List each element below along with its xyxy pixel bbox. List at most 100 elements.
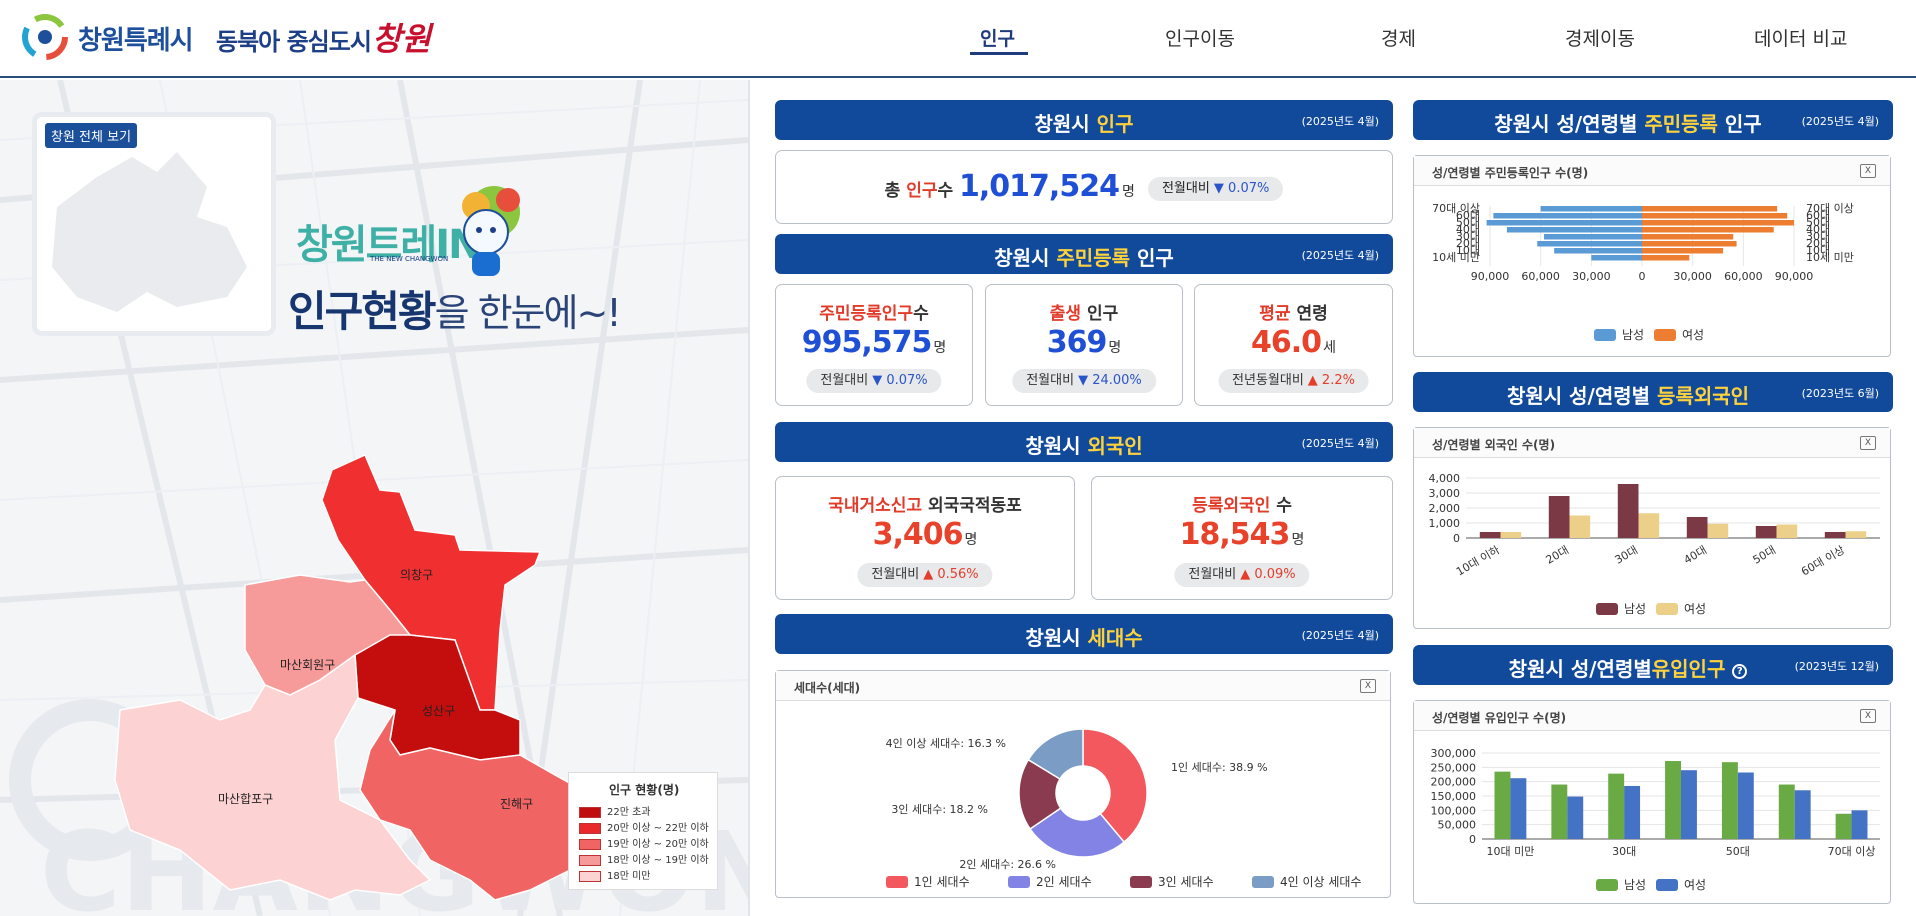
panel-divider — [748, 80, 750, 916]
nav-tab-migration[interactable]: 인구이동 — [1165, 28, 1235, 50]
legend-label: 18만 이상 ~ 19만 이하 — [607, 855, 709, 866]
legend-swatch — [1654, 329, 1676, 341]
label-uichang: 의창구 — [400, 568, 433, 582]
section-title-highlight: 등록외국인 — [1657, 384, 1750, 408]
y-tick-left: 50대 — [1456, 216, 1480, 229]
stat-card-births: 출생 인구 369 명 전월대비 ▼ 24.00% — [985, 284, 1183, 406]
legend-label: 여성 — [1684, 602, 1706, 616]
change-value: ▼ 24.00% — [1078, 373, 1142, 388]
stat-value: 995,575 — [801, 325, 933, 360]
section-header-foreign: 창원시 외국인 (2025년도 4월) — [775, 422, 1393, 462]
y-tick-label: 300,000 — [1431, 747, 1477, 760]
change-value: ▼ 0.07% — [872, 373, 928, 388]
change-value: ▲ 0.09% — [1240, 567, 1296, 582]
change-pill: 전월대비 ▲ 0.56% — [857, 563, 993, 587]
y-tick-right: 20대 — [1806, 237, 1830, 250]
overview-minimap[interactable]: 창원 전체 보기 — [32, 112, 276, 336]
y-tick-label: 150,000 — [1431, 790, 1477, 803]
bar-male — [1721, 762, 1738, 839]
section-title-highlight: 유입인구 — [1651, 657, 1726, 681]
nav-tab-economy[interactable]: 경제 — [1381, 28, 1416, 50]
nav-tab-economic-migration[interactable]: 경제이동 — [1565, 28, 1635, 50]
bar-male — [1540, 206, 1642, 212]
card-title-highlight: 주민등록인구 — [819, 304, 914, 324]
card-title-highlight: 출생 — [1049, 304, 1082, 324]
y-tick-label: 0 — [1469, 833, 1476, 846]
bar-male — [1755, 526, 1777, 538]
stat-unit: 명 — [933, 340, 947, 356]
pie-data-label: 2인 세대수: 26.6 % — [959, 858, 1056, 871]
nav-tab-population[interactable]: 인구 — [980, 28, 1015, 50]
legend-swatch — [579, 822, 601, 834]
bar-female — [1642, 255, 1690, 261]
pie-slice — [1082, 728, 1148, 844]
card-title-highlight: 국내거소신고 — [828, 496, 923, 516]
change-label: 전월대비 — [1161, 181, 1210, 196]
pie-slice — [1027, 728, 1084, 780]
stat-unit: 명 — [1108, 340, 1122, 356]
excel-download-icon[interactable]: X — [1860, 436, 1876, 450]
legend-label: 2인 세대수 — [1036, 875, 1092, 889]
legend-title: 인구 현황(명) — [609, 783, 680, 797]
nav-tab-data-compare[interactable]: 데이터 비교 — [1754, 28, 1848, 50]
stat-card-registered-foreigners: 등록외국인 수 18,543 명 전월대비 ▲ 0.09% — [1091, 476, 1393, 600]
legend-label: 남성 — [1624, 878, 1646, 892]
logo-script: 창원 — [372, 20, 431, 58]
legend-swatch — [886, 876, 908, 888]
section-header-population: 창원시 인구 (2025년도 4월) — [775, 100, 1393, 140]
x-tick-label: 60,000 — [1521, 270, 1560, 283]
excel-download-icon[interactable]: X — [1860, 709, 1876, 723]
section-title: 창원시 — [1025, 626, 1088, 650]
y-tick-right: 50대 — [1806, 216, 1830, 229]
help-icon[interactable]: ? — [1732, 664, 1748, 679]
legend-swatch — [579, 870, 601, 882]
section-title: 창원시 성/연령별 — [1494, 112, 1645, 136]
section-date: (2023년도 12월) — [1794, 660, 1879, 673]
bar-female — [1642, 227, 1774, 233]
chart-title: 세대수(세대) — [794, 681, 861, 695]
stat-value: 18,543 — [1179, 517, 1291, 552]
legend-swatch — [1596, 603, 1618, 615]
stat-card-average-age: 평균 연령 46.0 세 전년동월대비 ▲ 2.2% — [1194, 284, 1393, 406]
legend-label: 22만 초과 — [607, 807, 651, 818]
city-logo-icon[interactable] — [18, 14, 72, 60]
chart-title: 성/연령별 주민등록인구 수(명) — [1432, 166, 1589, 180]
y-tick-left: 40대 — [1456, 223, 1480, 236]
legend-swatch — [1252, 876, 1274, 888]
y-tick-left: 70대 이상 — [1432, 202, 1480, 215]
excel-download-icon[interactable]: X — [1360, 679, 1376, 693]
bar-female — [1642, 248, 1724, 254]
section-title: 창원시 — [1034, 112, 1097, 136]
section-date: (2023년도 6월) — [1801, 387, 1879, 400]
bar-female — [1638, 513, 1660, 538]
logo-city-name[interactable]: 창원특례시 — [78, 26, 194, 56]
legend-swatch — [1594, 329, 1616, 341]
section-header-pyramid: 창원시 성/연령별 주민등록 인구 (2025년도 4월) — [1413, 100, 1893, 140]
bar-female — [1681, 770, 1697, 839]
bar-male — [1686, 517, 1708, 538]
excel-download-icon[interactable]: X — [1860, 164, 1876, 178]
card-title: 연령 — [1290, 304, 1328, 324]
x-tick-label: 30대 — [1612, 845, 1636, 858]
district-choropleth-map: 의창구 마산회원구 성산구 마산합포구 진해구 — [114, 454, 616, 901]
section-title: 창원시 성/연령별 — [1506, 384, 1658, 408]
change-label: 전월대비 — [871, 567, 920, 582]
x-tick-label: 20대 — [1544, 543, 1571, 566]
chart-title: 성/연령별 유입인구 수(명) — [1432, 711, 1567, 725]
bar-female — [1500, 532, 1522, 538]
bar-female — [1845, 531, 1867, 538]
bar-female — [1510, 778, 1527, 839]
overview-label[interactable]: 창원 전체 보기 — [45, 123, 138, 148]
y-tick-label: 3,000 — [1429, 487, 1461, 500]
y-tick-right: 60대 — [1806, 209, 1830, 222]
change-pill: 전년동월대비 ▲ 2.2% — [1218, 369, 1369, 393]
bar-female — [1794, 790, 1811, 839]
section-date: (2025년도 4월) — [1801, 115, 1879, 128]
legend-swatch — [1130, 876, 1152, 888]
bar-male — [1554, 248, 1642, 254]
brand-wordmark: 창원트레IN — [296, 222, 482, 268]
bar-male — [1479, 532, 1501, 538]
total-population-value: 1,017,524 — [959, 169, 1120, 204]
legend-label: 여성 — [1682, 328, 1704, 342]
bar-female — [1567, 796, 1584, 839]
